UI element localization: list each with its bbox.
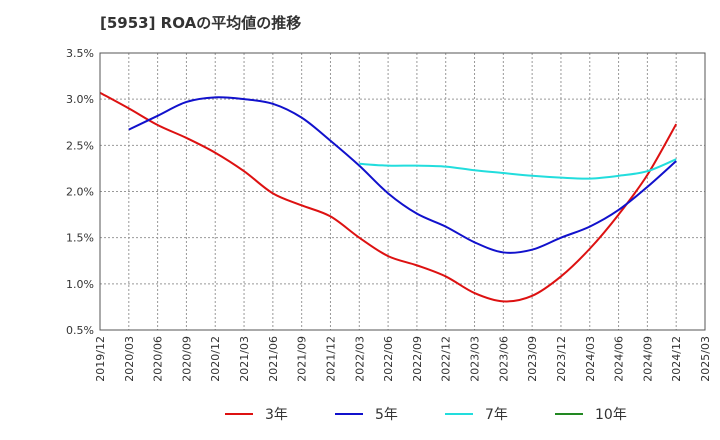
legend-label: 10年 [595, 407, 627, 423]
x-tick-label: 2024/09 [641, 336, 654, 382]
series-line-3年 [99, 91, 678, 303]
x-tick-label: 2024/03 [584, 336, 597, 382]
x-tick-label: 2024/12 [670, 336, 683, 382]
chart-title: [5953] ROAの平均値の推移 [100, 14, 302, 32]
x-tick-label: 2019/12 [94, 336, 107, 382]
y-tick-label: 3.0% [66, 93, 94, 106]
y-axis-ticks: 0.5% 1.0% 1.5% 2.0% 2.5% 3.0% 3.5% [66, 47, 94, 337]
x-tick-label: 2021/09 [296, 336, 309, 382]
x-tick-label: 2021/03 [238, 336, 251, 382]
series-line-7年 [359, 158, 677, 180]
x-tick-label: 2025/03 [699, 336, 712, 382]
x-tick-label: 2022/03 [353, 336, 366, 382]
legend-label: 3年 [265, 407, 288, 423]
x-tick-label: 2022/12 [440, 336, 453, 382]
x-tick-label: 2020/03 [123, 336, 136, 382]
legend-label: 5年 [375, 407, 398, 423]
y-tick-label: 2.5% [66, 139, 94, 152]
plot-frame [99, 52, 706, 331]
x-tick-label: 2020/06 [152, 336, 165, 382]
x-tick-label: 2023/12 [555, 336, 568, 382]
y-tick-label: 2.0% [66, 186, 94, 199]
grid [100, 53, 705, 330]
y-tick-label: 1.0% [66, 278, 94, 291]
x-tick-label: 2020/09 [180, 336, 193, 382]
x-tick-label: 2021/06 [267, 336, 280, 382]
y-tick-label: 0.5% [66, 324, 94, 337]
x-tick-label: 2020/12 [209, 336, 222, 382]
x-tick-label: 2024/06 [613, 336, 626, 382]
x-tick-label: 2021/12 [324, 336, 337, 382]
legend: 3年 5年 7年 10年 [225, 407, 627, 423]
series-line-5年 [128, 96, 677, 254]
y-tick-label: 3.5% [66, 47, 94, 60]
x-tick-label: 2022/09 [411, 336, 424, 382]
y-tick-label: 1.5% [66, 232, 94, 245]
x-tick-label: 2023/06 [497, 336, 510, 382]
x-tick-label: 2023/09 [526, 336, 539, 382]
x-tick-label: 2022/06 [382, 336, 395, 382]
series-lines [99, 91, 678, 303]
x-axis-ticks: 2019/12 2020/03 2020/06 2020/09 2020/12 2021/… [94, 336, 712, 382]
legend-label: 7年 [485, 407, 508, 423]
x-tick-label: 2023/03 [469, 336, 482, 382]
